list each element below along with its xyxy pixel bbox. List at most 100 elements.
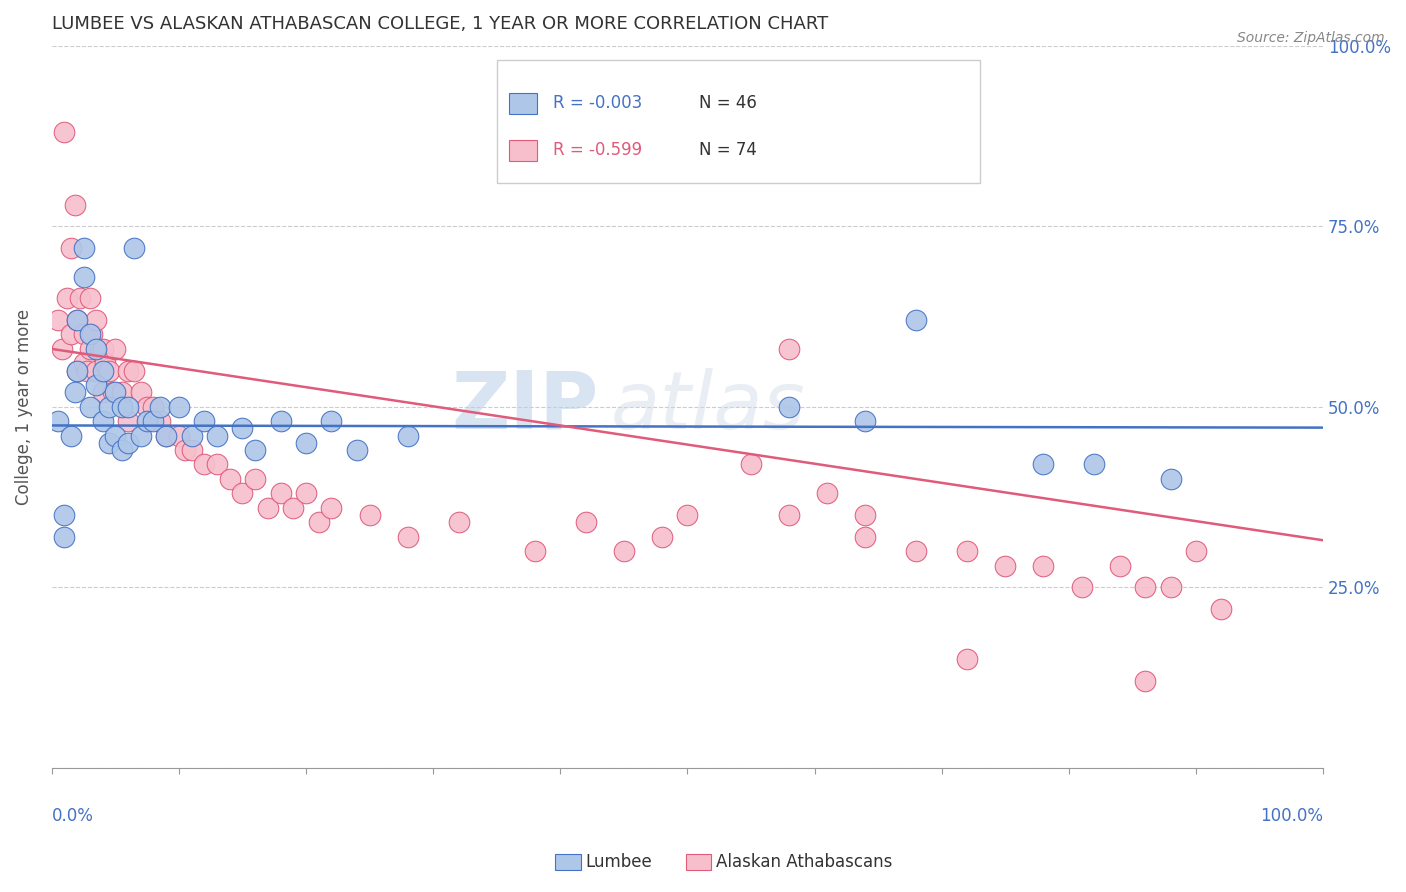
Point xyxy=(155,428,177,442)
Point xyxy=(815,486,838,500)
Point xyxy=(180,442,202,457)
Point xyxy=(129,428,152,442)
Point xyxy=(523,544,546,558)
Point xyxy=(136,414,159,428)
Text: N = 46: N = 46 xyxy=(699,95,756,112)
Point xyxy=(89,342,111,356)
Point xyxy=(346,442,368,457)
Point xyxy=(1160,580,1182,594)
Point xyxy=(1211,602,1233,616)
Point xyxy=(94,356,117,370)
Point xyxy=(167,400,190,414)
Point xyxy=(167,428,190,442)
Point xyxy=(72,327,94,342)
Point xyxy=(79,292,101,306)
Point xyxy=(51,342,73,356)
Point xyxy=(778,400,800,414)
Point xyxy=(59,327,82,342)
Point xyxy=(193,414,215,428)
Point xyxy=(180,428,202,442)
Point xyxy=(104,342,127,356)
Point xyxy=(97,400,120,414)
Point xyxy=(111,385,134,400)
Point xyxy=(104,385,127,400)
Point xyxy=(396,530,419,544)
FancyBboxPatch shape xyxy=(509,139,537,161)
Point xyxy=(651,530,673,544)
Point xyxy=(1032,558,1054,573)
Point xyxy=(129,385,152,400)
Point xyxy=(117,435,139,450)
Point xyxy=(82,327,104,342)
Point xyxy=(91,385,114,400)
Point xyxy=(295,486,318,500)
Point xyxy=(101,385,124,400)
Point xyxy=(243,442,266,457)
Point xyxy=(72,241,94,255)
Text: LUMBEE VS ALASKAN ATHABASCAN COLLEGE, 1 YEAR OR MORE CORRELATION CHART: LUMBEE VS ALASKAN ATHABASCAN COLLEGE, 1 … xyxy=(52,15,828,33)
Point xyxy=(740,458,762,472)
Point xyxy=(396,428,419,442)
Point xyxy=(149,414,172,428)
Point xyxy=(613,544,636,558)
Text: R = -0.003: R = -0.003 xyxy=(553,95,643,112)
Point xyxy=(111,442,134,457)
Point xyxy=(136,400,159,414)
Point xyxy=(46,313,69,327)
Point xyxy=(72,269,94,284)
Point xyxy=(76,363,98,377)
Point xyxy=(257,500,280,515)
Point xyxy=(46,414,69,428)
Point xyxy=(1133,674,1156,689)
Point xyxy=(69,292,91,306)
Point xyxy=(295,435,318,450)
Point xyxy=(59,241,82,255)
Point xyxy=(66,313,89,327)
Point xyxy=(174,442,197,457)
Point xyxy=(117,363,139,377)
Point xyxy=(66,313,89,327)
Point xyxy=(124,363,146,377)
Text: ZIP: ZIP xyxy=(451,368,599,446)
Point xyxy=(53,508,76,522)
Point xyxy=(53,530,76,544)
Point xyxy=(855,414,877,428)
Point xyxy=(66,363,89,377)
Point xyxy=(905,313,928,327)
Point xyxy=(321,500,343,515)
Point xyxy=(79,327,101,342)
Y-axis label: College, 1 year or more: College, 1 year or more xyxy=(15,309,32,505)
Text: Lumbee: Lumbee xyxy=(585,853,651,871)
Point xyxy=(270,414,292,428)
Point xyxy=(66,363,89,377)
Point xyxy=(124,241,146,255)
Text: Source: ZipAtlas.com: Source: ZipAtlas.com xyxy=(1237,31,1385,45)
Point xyxy=(97,363,120,377)
Point xyxy=(956,544,979,558)
Text: atlas: atlas xyxy=(612,368,806,446)
Point xyxy=(1185,544,1208,558)
Point xyxy=(155,428,177,442)
Point xyxy=(1160,472,1182,486)
Point xyxy=(149,400,172,414)
Point xyxy=(84,313,107,327)
Point xyxy=(218,472,240,486)
Point xyxy=(308,515,330,529)
Point xyxy=(1032,458,1054,472)
Point xyxy=(84,363,107,377)
Point xyxy=(283,500,305,515)
Point xyxy=(676,508,699,522)
Point xyxy=(855,508,877,522)
Point xyxy=(142,414,165,428)
Point xyxy=(231,421,253,435)
Text: 0.0%: 0.0% xyxy=(52,807,94,825)
Point xyxy=(104,428,127,442)
Point xyxy=(778,508,800,522)
Point xyxy=(111,400,134,414)
Point xyxy=(1083,458,1105,472)
Point xyxy=(59,428,82,442)
Point xyxy=(359,508,381,522)
Point xyxy=(1070,580,1092,594)
Point xyxy=(778,342,800,356)
Point xyxy=(575,515,598,529)
